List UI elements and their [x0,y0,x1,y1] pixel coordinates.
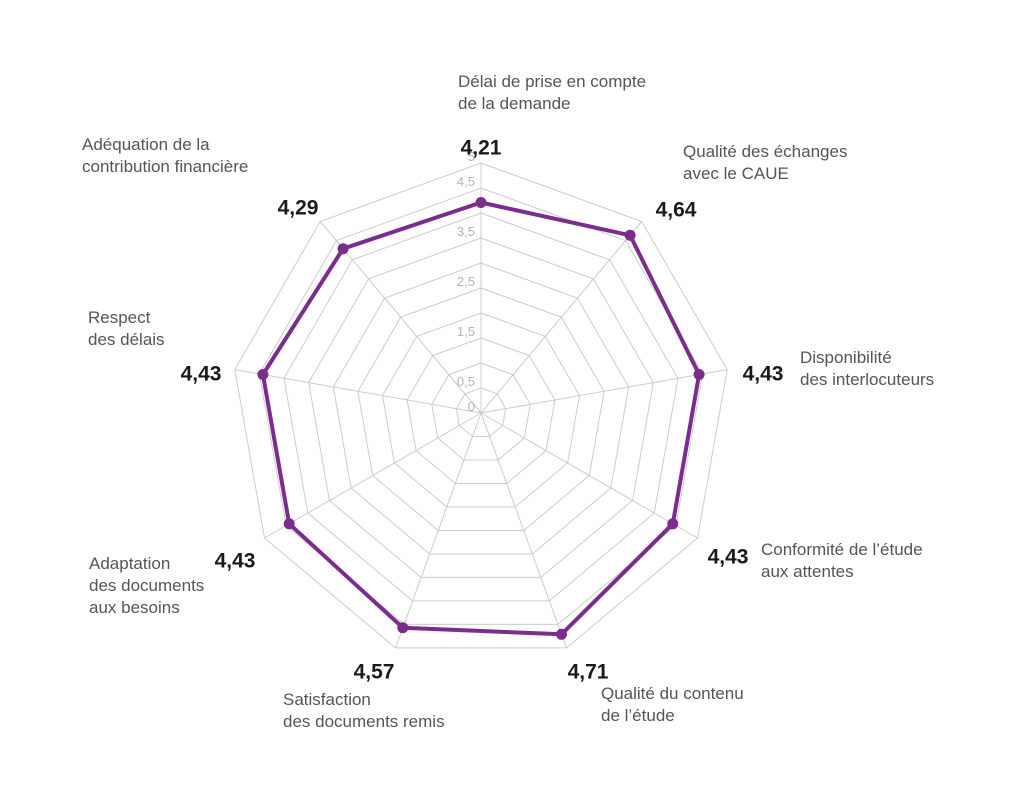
tick-label: 0,5 [457,374,475,389]
grid-ring [455,387,507,437]
grid-ring [308,237,654,578]
tick-label: 1,5 [457,324,475,339]
axis-label-line: Qualité des échanges [683,142,847,161]
axis-label-line: Qualité du contenu [601,684,744,703]
axis-label-line: des interlocuteurs [800,370,934,389]
axis-label: Disponibilité des interlocuteurs [800,348,934,389]
data-point [556,628,567,640]
grid-ring [234,162,728,649]
axis-label: Satisfaction des documents remis [283,690,445,731]
tick-label: 2,5 [457,274,475,289]
axis-label-line: contribution financière [82,157,248,176]
axis-label: Délai de prise en compte de la demande [458,72,646,113]
data-point [397,622,409,634]
grid-spoke [234,369,482,414]
data-point [624,229,636,241]
radar-series [257,197,705,640]
tick-label: 4,5 [457,174,475,189]
grid-ring [406,337,556,484]
grid-spoke [480,412,698,539]
data-point [283,518,295,530]
grid-ring [283,212,679,602]
grid-spoke [480,412,567,649]
axis-label-line: des délais [88,330,165,349]
axis-label-line: des documents remis [283,712,445,731]
axis-label-line: avec le CAUE [683,164,789,183]
axis-label-line: Adaptation [89,554,170,573]
value-label: 4,43 [181,363,222,386]
value-label: 4,57 [354,661,395,684]
value-label: 4,43 [743,363,784,386]
grid-ring [357,287,605,531]
axis-label: Adaptation des documents aux besoins [89,554,204,617]
axis-label: Qualité des échanges avec le CAUE [683,142,847,183]
axis-label: Conformité de l’étude aux attentes [761,540,923,581]
axis-label-line: Délai de prise en compte [458,72,646,91]
data-point [667,518,679,530]
data-point [337,243,349,255]
axis-label-line: de l’étude [601,706,675,725]
axis-label-line: Conformité de l’étude [761,540,923,559]
grid-ring [332,262,630,555]
axis-label-line: Adéquation de la [82,135,210,154]
tick-label: 0 [468,399,475,414]
data-point [475,197,487,208]
grid-spoke [480,221,643,414]
radial-tick-labels: 0 0,5 1,5 2,5 3,5 4,5 5 [457,149,475,414]
series-line [260,200,702,637]
axis-label-line: aux besoins [89,598,180,617]
value-label: 4,29 [278,197,319,220]
axis-label: Qualité du contenu de l’étude [601,684,744,725]
grid-ring [381,312,581,508]
axis-label-line: Respect [88,308,151,327]
axis-label-line: Disponibilité [800,348,892,367]
axis-label-line: aux attentes [761,562,854,581]
radar-grid [234,162,728,649]
tick-label: 5 [468,149,475,164]
value-label: 4,21 [461,137,502,160]
tick-label: 3,5 [457,224,475,239]
data-point [693,369,705,380]
grid-spoke [480,369,728,414]
axis-label: Adéquation de la contribution financière [82,135,248,176]
value-label: 4,71 [568,661,609,684]
axis-label-line: des documents [89,576,204,595]
grid-spoke [395,412,482,649]
axis-label-line: de la demande [458,94,570,113]
value-label: 4,43 [215,550,256,573]
grid-spoke [264,412,482,539]
data-point [257,369,269,380]
grid-ring [431,362,531,461]
axis-label-line: Satisfaction [283,690,371,709]
axis-label: Respect des délais [88,308,165,349]
value-label: 4,43 [708,546,749,569]
value-label: 4,64 [656,199,697,222]
axis-labels: 4,21 Délai de prise en compte de la demand… [82,72,934,731]
grid-spoke [319,221,482,414]
